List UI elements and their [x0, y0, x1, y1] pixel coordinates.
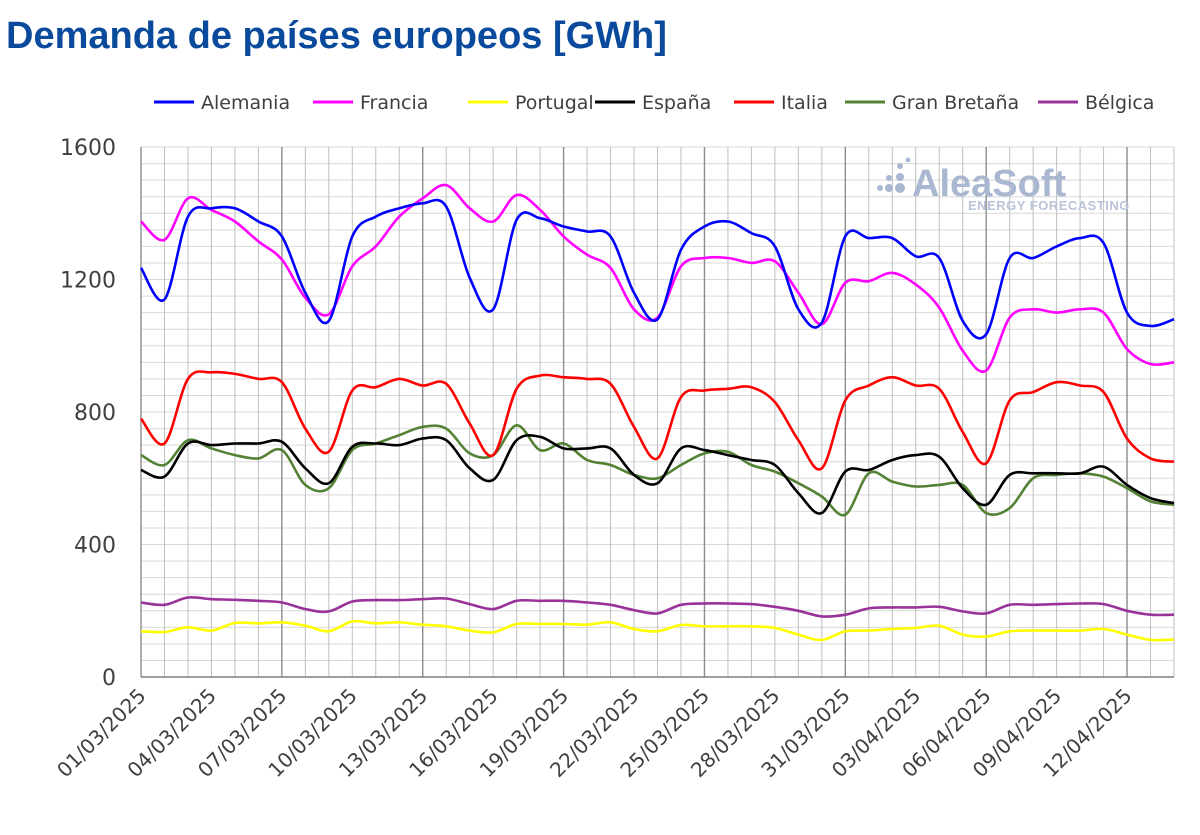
watermark: AleaSoft ENERGY FORECASTING — [877, 157, 1130, 213]
watermark-brand: AleaSoft — [912, 163, 1066, 205]
series-line-italia — [139, 370, 1175, 471]
series-line-españa — [140, 434, 1175, 515]
series-line-bélgica — [140, 595, 1175, 618]
watermark-tagline: ENERGY FORECASTING — [968, 198, 1130, 213]
legend-item-italia: Italia — [734, 92, 828, 114]
y-tick-label: 0 — [102, 666, 116, 691]
series-line-alemania — [139, 198, 1175, 340]
legend-label: Portugal — [515, 92, 594, 114]
legend-item-portugal: Portugal — [468, 92, 594, 114]
legend-item-francia: Francia — [313, 92, 428, 114]
legend-label: Italia — [781, 92, 828, 114]
axes: 04008001200160001/03/202504/03/202507/03… — [52, 136, 1174, 782]
y-tick-label: 1200 — [60, 269, 116, 294]
legend-label: Alemania — [201, 92, 290, 114]
y-tick-label: 1600 — [60, 136, 116, 161]
legend-item-bélgica: Bélgica — [1038, 92, 1154, 114]
legend-label: España — [642, 92, 711, 114]
y-tick-label: 800 — [74, 401, 116, 426]
aleasoft-logo-icon — [877, 157, 911, 193]
legend-label: Gran Bretaña — [892, 92, 1019, 114]
legend-label: Francia — [360, 92, 428, 114]
series-lines — [139, 183, 1175, 642]
legend-item-alemania: Alemania — [154, 92, 290, 114]
legend-item-españa: España — [595, 92, 711, 114]
chart-title: Demanda de países europeos [GWh] — [6, 15, 667, 57]
legend-item-gran-bretaña: Gran Bretaña — [845, 92, 1019, 114]
legend: Alemania Francia Portugal España Italia Gran … — [154, 92, 1154, 114]
y-tick-label: 400 — [74, 534, 116, 559]
series-line-portugal — [140, 619, 1175, 642]
grid — [140, 146, 1175, 677]
series-line-gran-bretaña — [140, 424, 1175, 517]
legend-label: Bélgica — [1085, 92, 1154, 114]
